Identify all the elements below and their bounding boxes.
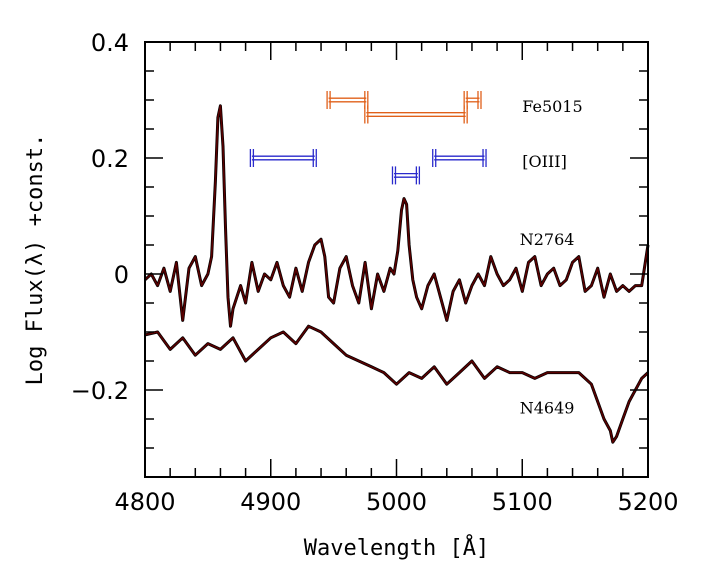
x-axis-title: Wavelength [Å] <box>304 534 489 561</box>
tick-layer <box>144 41 649 478</box>
x-tick-label: 5200 <box>617 488 678 516</box>
annotation-label: Fe5015 <box>522 97 582 116</box>
bandpass-1 <box>364 105 468 124</box>
annotation-label: [OIII] <box>522 152 567 171</box>
series-line-0 <box>144 105 649 328</box>
x-tick-label: 4900 <box>240 488 301 516</box>
bandpass-0 <box>326 91 369 109</box>
series-line-1 <box>144 325 649 444</box>
bandpass-5 <box>432 149 487 167</box>
tick-label-layer: 4800 4900 5000 5100 5200 0.4 0.2 0 −0.2 <box>71 29 679 516</box>
y-tick-label: 0.2 <box>91 145 129 173</box>
y-tick-label: −0.2 <box>71 377 129 405</box>
series-outline-0 <box>143 104 650 328</box>
x-tick-label: 5000 <box>366 488 427 516</box>
annotation-label: N2764 <box>520 230 575 249</box>
bandpass-layer <box>249 91 487 185</box>
y-tick-label: 0.4 <box>91 29 129 57</box>
annotation-layer: Fe5015 [OIII] N2764 N4649 <box>520 97 583 418</box>
annotation-label: N4649 <box>520 398 575 417</box>
bandpass-4 <box>391 166 421 185</box>
bandpass-3 <box>249 149 317 167</box>
x-tick-label: 4800 <box>114 488 175 516</box>
y-tick-label: 0 <box>114 261 129 289</box>
x-tick-label: 5100 <box>492 488 553 516</box>
y-axis-title: Log Flux(λ) +const. <box>23 134 48 386</box>
series-layer <box>143 104 650 444</box>
bandpass-2 <box>463 91 482 109</box>
